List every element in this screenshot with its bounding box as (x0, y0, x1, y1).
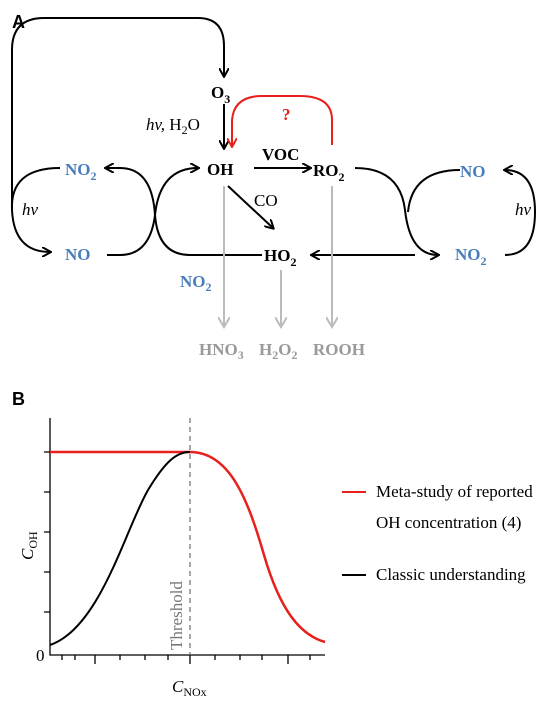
oh: OH (207, 160, 233, 179)
o3: O3 (211, 83, 230, 106)
x-label: CNOx (172, 677, 207, 699)
curve (50, 450, 326, 644)
photolysis: hv, H2O (146, 115, 200, 137)
ro2: RO2 (313, 161, 345, 184)
right-hv: hv (515, 200, 532, 219)
curve (49, 451, 191, 646)
arrow (407, 169, 461, 213)
left-no: NO (65, 245, 91, 264)
h2o2: H2O2 (259, 340, 297, 362)
panel-label: B (12, 389, 25, 409)
arrow (227, 185, 273, 228)
axis (49, 418, 325, 656)
panel-label: A (12, 12, 25, 32)
y-label: COH (18, 531, 40, 560)
co: CO (254, 191, 278, 210)
rooh: ROOH (313, 340, 365, 359)
threshold-label: Threshold (167, 581, 186, 650)
ho2: HO2 (264, 246, 296, 269)
arrow (10, 167, 61, 252)
arrow (11, 17, 224, 210)
arrow (505, 170, 537, 256)
right-no: NO (460, 162, 486, 181)
y-ticks (44, 451, 50, 613)
legend-label: OH concentration (4) (376, 513, 521, 532)
red-arrow (232, 95, 333, 146)
left-hv: hv (22, 200, 39, 219)
axes (44, 418, 325, 664)
arrow (106, 168, 262, 256)
left-no2: NO2 (65, 160, 97, 183)
sink-no2: NO2 (180, 272, 212, 294)
x-ticks (61, 655, 311, 664)
legend-label: Meta-study of reported (376, 482, 533, 501)
arrows (10, 17, 537, 326)
legend-label: Classic understanding (376, 565, 526, 584)
hno3: HNO3 (199, 340, 244, 362)
right-no2: NO2 (455, 245, 487, 268)
question: ? (282, 105, 291, 124)
arrow (107, 168, 198, 256)
voc: VOC (262, 145, 299, 164)
zero: 0 (36, 646, 45, 665)
legend: Meta-study of reported OH concentration (… (342, 482, 533, 584)
arrow (354, 167, 438, 255)
